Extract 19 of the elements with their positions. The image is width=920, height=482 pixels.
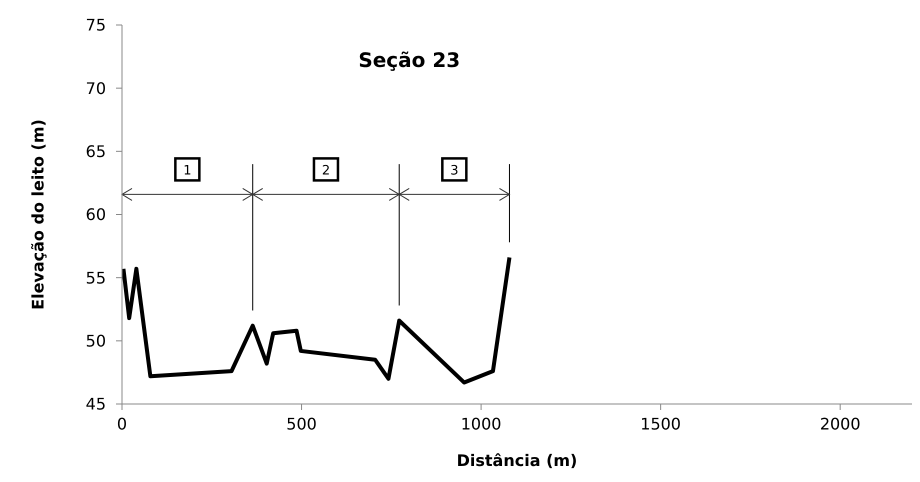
y-tick-label: 55 <box>86 268 106 288</box>
y-axis-title: Elevação do leito (m) <box>28 119 48 310</box>
x-tick-label: 500 <box>286 414 317 434</box>
text: Seção 23 <box>358 48 460 72</box>
x-tick-label: 2000 <box>820 414 861 434</box>
x-tick-label: 0 <box>116 414 128 434</box>
x-tick-label: 1500 <box>640 414 681 434</box>
x-axis-title: Distância (m) <box>456 451 578 470</box>
y-tick-label: 45 <box>86 394 106 414</box>
annotation: 1 <box>183 163 192 178</box>
y-tick-label: 70 <box>86 78 106 98</box>
y-tick-label: 50 <box>86 332 106 351</box>
y-tick-label: 75 <box>86 16 106 35</box>
annotation: 3 <box>450 163 458 178</box>
line-series <box>122 255 512 385</box>
x-tick-label: 1000 <box>460 414 502 434</box>
y-tick-label: 60 <box>86 205 106 224</box>
y-tick-label: 65 <box>86 142 106 162</box>
annotation: 2 <box>322 163 330 178</box>
